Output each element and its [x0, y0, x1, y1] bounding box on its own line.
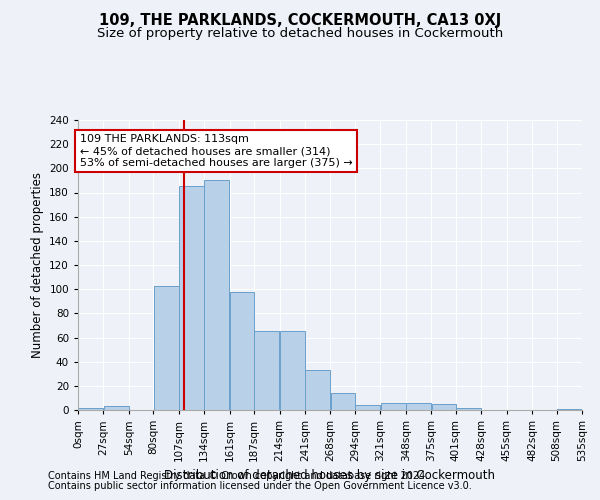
- Bar: [254, 332, 280, 410]
- Bar: [456, 408, 481, 410]
- Bar: [205, 180, 229, 410]
- Bar: [355, 405, 380, 410]
- Bar: [331, 393, 355, 410]
- Bar: [380, 403, 406, 410]
- Bar: [230, 292, 254, 410]
- Text: Size of property relative to detached houses in Cockermouth: Size of property relative to detached ho…: [97, 28, 503, 40]
- Bar: [179, 186, 204, 410]
- X-axis label: Distribution of detached houses by size in Cockermouth: Distribution of detached houses by size …: [164, 470, 496, 482]
- Y-axis label: Number of detached properties: Number of detached properties: [31, 172, 44, 358]
- Bar: [154, 286, 179, 410]
- Bar: [104, 406, 128, 410]
- Text: Contains HM Land Registry data © Crown copyright and database right 2024.: Contains HM Land Registry data © Crown c…: [48, 471, 428, 481]
- Bar: [431, 404, 455, 410]
- Text: 109, THE PARKLANDS, COCKERMOUTH, CA13 0XJ: 109, THE PARKLANDS, COCKERMOUTH, CA13 0X…: [99, 12, 501, 28]
- Bar: [280, 332, 305, 410]
- Text: 109 THE PARKLANDS: 113sqm
← 45% of detached houses are smaller (314)
53% of semi: 109 THE PARKLANDS: 113sqm ← 45% of detac…: [80, 134, 353, 168]
- Bar: [557, 409, 582, 410]
- Bar: [78, 408, 103, 410]
- Text: Contains public sector information licensed under the Open Government Licence v3: Contains public sector information licen…: [48, 481, 472, 491]
- Bar: [406, 403, 431, 410]
- Bar: [305, 370, 330, 410]
